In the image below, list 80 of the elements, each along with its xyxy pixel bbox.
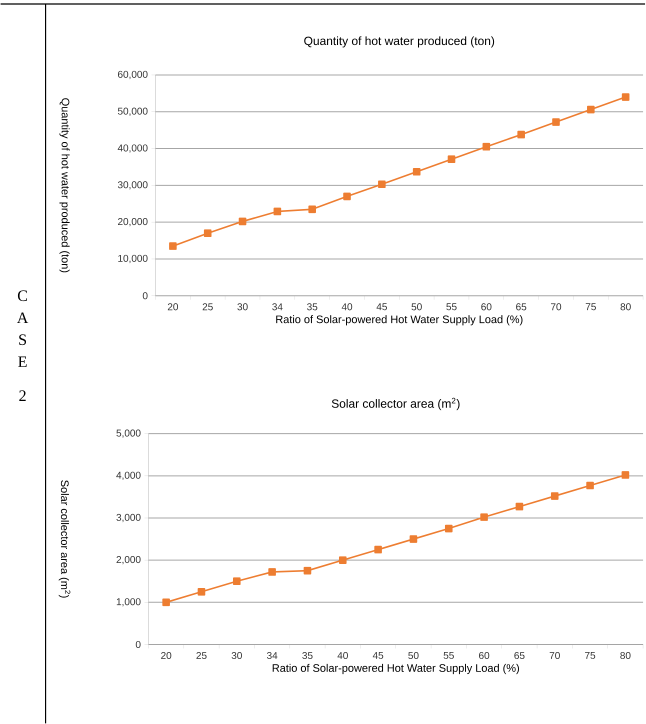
point: [480, 513, 488, 521]
x-tick-label: 50: [408, 652, 419, 660]
point: [622, 93, 630, 101]
x-tick-label: 40: [342, 303, 352, 310]
y-tick-label: 4,000: [116, 472, 141, 480]
x-axis-title: Ratio of Solar-powered Hot Water Supply Load (%): [276, 315, 523, 326]
x-tick-label: 30: [232, 652, 242, 660]
x-tick-label: 35: [302, 652, 313, 660]
x-tick-label: 34: [267, 652, 278, 660]
x-tick-label: 40: [338, 652, 348, 660]
x-tick-label: 45: [376, 303, 388, 310]
point: [413, 168, 421, 176]
y-tick-label: 3,000: [116, 514, 141, 522]
point: [233, 577, 241, 586]
x-tick-label: 70: [550, 652, 560, 660]
x-tick-label: 55: [444, 652, 454, 659]
point: [552, 118, 560, 126]
x-tick-label: 75: [586, 303, 596, 310]
chart-title: Quantity of hot water produced (ton): [304, 36, 494, 48]
text: E: [18, 356, 27, 367]
y-tick-label: 50,000: [118, 108, 148, 116]
point: [516, 502, 524, 510]
point: [162, 598, 170, 606]
text: S: [19, 334, 26, 346]
point: [238, 218, 247, 226]
x-tick-label: 55: [446, 303, 457, 310]
point: [204, 229, 212, 237]
point: [274, 208, 282, 216]
y-tick-label: 60,000: [118, 70, 148, 80]
y-tick-label: 1,000: [116, 598, 141, 606]
point: [198, 588, 206, 596]
point: [268, 568, 276, 576]
point: [169, 242, 177, 250]
y-tick-label: 0: [142, 292, 148, 300]
point: [304, 566, 312, 574]
point: [410, 535, 418, 543]
y-tick-label: 20,000: [118, 218, 148, 226]
y-axis-title: Quantity of hot water produced (ton): [60, 98, 70, 272]
point: [374, 546, 382, 554]
y-axis-title: Solar collector area (m$^{2}$): [58, 480, 71, 598]
text: C: [18, 290, 28, 302]
x-axis-title: Ratio of Solar-powered Hot Water Supply Load (%): [272, 664, 520, 674]
x-tick-label: 35: [307, 303, 318, 310]
x-tick-label: 20: [161, 652, 172, 660]
point: [586, 482, 594, 490]
text: 2: [19, 390, 26, 401]
point: [587, 106, 595, 114]
x-tick-label: 65: [516, 303, 526, 310]
point: [339, 556, 347, 564]
y-tick-label: 30,000: [118, 181, 148, 190]
point: [378, 180, 386, 188]
x-tick-label: 20: [168, 303, 178, 310]
x-tick-label: 80: [620, 652, 631, 660]
x-tick-label: 75: [585, 652, 596, 659]
y-tick-label: 2,000: [116, 556, 141, 564]
x-tick-label: 70: [551, 303, 562, 310]
point: [622, 471, 630, 479]
x-tick-label: 60: [479, 652, 490, 660]
point: [343, 192, 351, 200]
point: [551, 492, 559, 500]
y-tick-label: 5,000: [116, 430, 141, 438]
x-tick-label: 25: [196, 652, 207, 660]
x-tick-label: 65: [514, 652, 525, 660]
chart-title: Solar collector area (m$^{2}$): [332, 398, 460, 410]
point: [308, 205, 316, 214]
x-tick-label: 60: [481, 303, 492, 310]
x-tick-label: 45: [372, 652, 384, 659]
x-tick-label: 25: [202, 303, 213, 310]
x-tick-label: 30: [238, 303, 248, 310]
x-tick-label: 50: [412, 303, 422, 310]
y-tick-label: 0: [136, 640, 141, 648]
y-tick-label: 10,000: [118, 254, 148, 264]
x-tick-label: 34: [272, 303, 283, 310]
point: [518, 130, 526, 138]
y-tick-label: 40,000: [118, 144, 148, 153]
text: A: [17, 312, 28, 323]
point: [448, 155, 456, 164]
point: [482, 142, 490, 151]
x-tick-label: 80: [620, 303, 631, 310]
point: [445, 524, 453, 532]
